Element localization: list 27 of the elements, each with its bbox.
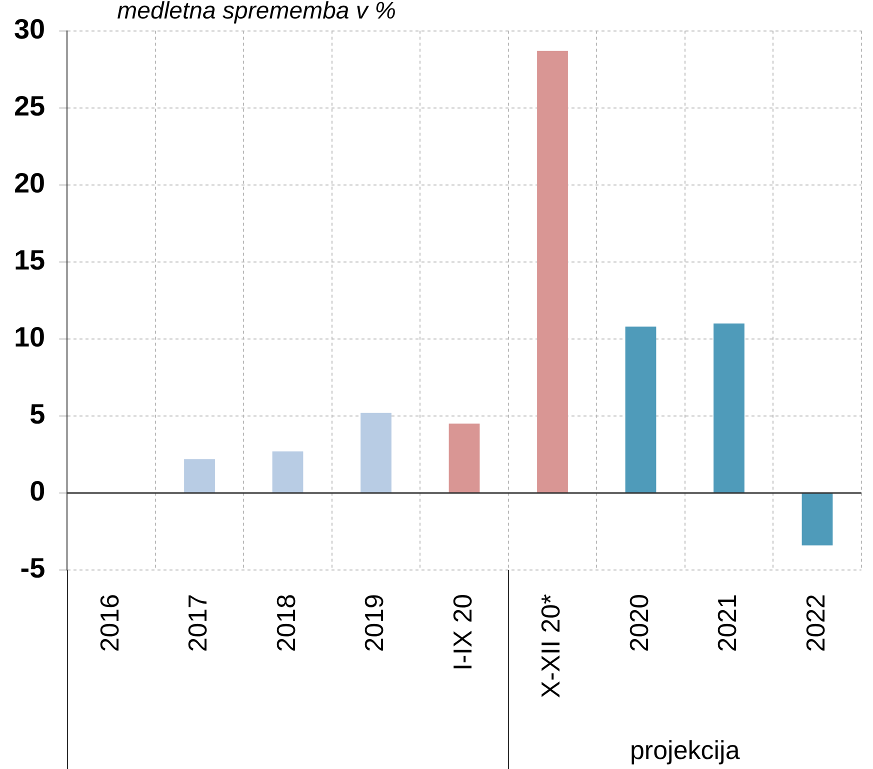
bar (360, 412, 392, 492)
x-tick-label: I-IX 20 (447, 594, 478, 671)
x-tick-label: 2020 (624, 594, 654, 652)
x-tick-label: 2021 (712, 594, 742, 652)
x-tick-label: 2019 (359, 594, 390, 652)
bar (184, 459, 215, 492)
bar (448, 424, 480, 492)
bar (802, 493, 833, 546)
bar (625, 326, 656, 492)
y-tick-label: 20 (14, 168, 46, 199)
y-tick-label: -5 (20, 552, 46, 584)
bar (272, 451, 304, 492)
x-tick-label: 2022 (800, 594, 830, 652)
x-tick-label: X-XII 20* (536, 594, 566, 698)
x-tick-label: 2018 (270, 594, 301, 652)
y-tick-label: 0 (30, 476, 46, 507)
y-tick-label: 10 (14, 322, 46, 353)
y-axis-title: medletna sprememba v % (117, 0, 396, 25)
bar (714, 324, 744, 492)
y-tick-label: 5 (30, 398, 46, 430)
y-tick-label: 15 (14, 244, 46, 276)
x-tick-label: 2017 (182, 594, 213, 652)
text: projekcija (630, 735, 740, 766)
y-tick-label: 30 (14, 14, 46, 45)
y-tick-label: 25 (14, 90, 46, 122)
x-tick-label: 2016 (94, 594, 124, 652)
bar (537, 50, 568, 492)
